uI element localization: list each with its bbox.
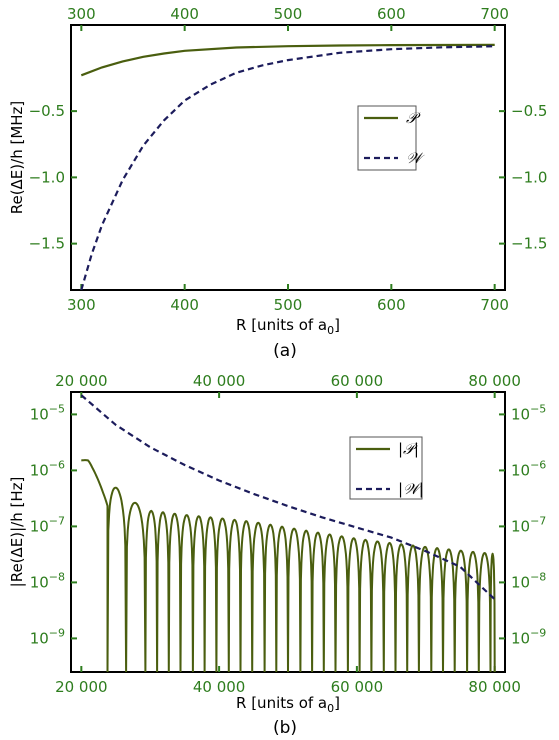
y-tick-label-right: −1.5: [511, 235, 547, 253]
y-tick-label-left: −0.5: [29, 102, 65, 120]
y-tick-label-right: 10−5: [511, 402, 546, 423]
y-tick-label-right: 10−6: [511, 458, 546, 479]
x-tick-label-bottom: 500: [274, 296, 303, 314]
y-axis-label: |Re(ΔE)|/h [Hz]: [8, 477, 26, 588]
y-tick-label-left: 10−6: [30, 458, 65, 479]
x-tick-label-top: 40 000: [193, 372, 246, 390]
y-axis-label: Re(ΔE)/h [MHz]: [8, 101, 26, 215]
x-axis-label: R [units of a0]: [236, 316, 340, 337]
x-tick-label-bottom: 60 000: [331, 678, 384, 696]
x-tick-label-bottom: 80 000: [468, 678, 521, 696]
x-tick-label-bottom: 300: [67, 296, 96, 314]
panel-b-caption: (b): [273, 718, 297, 738]
x-tick-label-top: 80 000: [468, 372, 521, 390]
x-tick-label-top: 400: [170, 5, 199, 23]
x-tick-label-top: 500: [274, 5, 303, 23]
panel-a-chart: 300 300 400 400 500 500 600 600 700 700 −0.5 −0.5 −1…: [8, 5, 547, 361]
x-tick-label-top: 300: [67, 5, 96, 23]
series-absW-legend-label: |𝒲|: [398, 480, 424, 498]
x-tick-label-top: 60 000: [331, 372, 384, 390]
series-P-legend-label: 𝒫: [406, 109, 421, 127]
x-tick-label-top: 700: [480, 5, 509, 23]
x-tick-label-bottom: 400: [170, 296, 199, 314]
series-W-legend-label: 𝒲: [406, 149, 425, 167]
series-absP-legend-label: |𝒫|: [398, 440, 419, 458]
y-tick-label-right: 10−9: [511, 626, 546, 647]
series-absP-line: [81, 459, 496, 673]
y-tick-label-left: −1.0: [29, 168, 65, 186]
y-tick-label-left: 10−5: [30, 402, 65, 423]
series-absW-line: [80, 394, 496, 601]
series-P-line: [80, 43, 495, 77]
series-W-line: [80, 45, 495, 291]
y-tick-label-right: 10−8: [511, 570, 546, 591]
x-axis-label: R [units of a0]: [236, 694, 340, 715]
y-tick-label-left: 10−7: [30, 514, 65, 535]
y-tick-label-left: 10−9: [30, 626, 65, 647]
panel-a-caption: (a): [273, 341, 297, 361]
x-tick-label-top: 600: [377, 5, 406, 23]
legend-box: [357, 105, 417, 171]
y-tick-label-left: −1.5: [29, 235, 65, 253]
x-tick-label-bottom: 600: [377, 296, 406, 314]
x-tick-label-top: 20 000: [55, 372, 108, 390]
x-tick-label-bottom: 20 000: [55, 678, 108, 696]
x-tick-label-bottom: 700: [480, 296, 509, 314]
panel-b-chart: 20 000 20 000 40 000 40 000 60 000 60 000 80 0…: [8, 372, 546, 738]
y-tick-label-right: 10−7: [511, 514, 546, 535]
y-tick-label-right: −1.0: [511, 168, 547, 186]
y-tick-label-right: −0.5: [511, 102, 547, 120]
x-tick-label-bottom: 40 000: [193, 678, 246, 696]
y-tick-label-left: 10−8: [30, 570, 65, 591]
